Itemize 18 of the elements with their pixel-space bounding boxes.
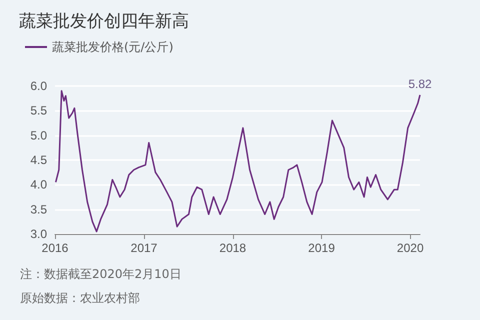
legend-label: 蔬菜批发价格(元/公斤) [52,40,174,54]
y-tick-label: 4.5 [30,153,48,167]
line-series [54,90,421,232]
data-label: 5.82 [408,76,432,91]
x-tick-label: 2020 [396,241,424,255]
y-tick-label: 6.0 [30,79,48,93]
y-tick-label: 5.5 [30,104,48,118]
text: 注：数据截至2020年2月10日 [20,267,182,281]
x-tick-label: 2016 [42,241,69,255]
y-tick-label: 3.5 [30,202,48,216]
text: 原始数据：农业农村部 [20,291,140,305]
y-tick-label: 3.0 [30,227,48,241]
x-tick-label: 2017 [130,241,158,255]
y-tick-label: 5.0 [30,128,48,142]
x-tick-label: 2018 [219,241,246,255]
x-tick-label: 2019 [308,241,336,255]
y-tick-label: 4.0 [30,178,48,192]
chart-title: 蔬菜批发价创四年新高 [19,12,189,32]
